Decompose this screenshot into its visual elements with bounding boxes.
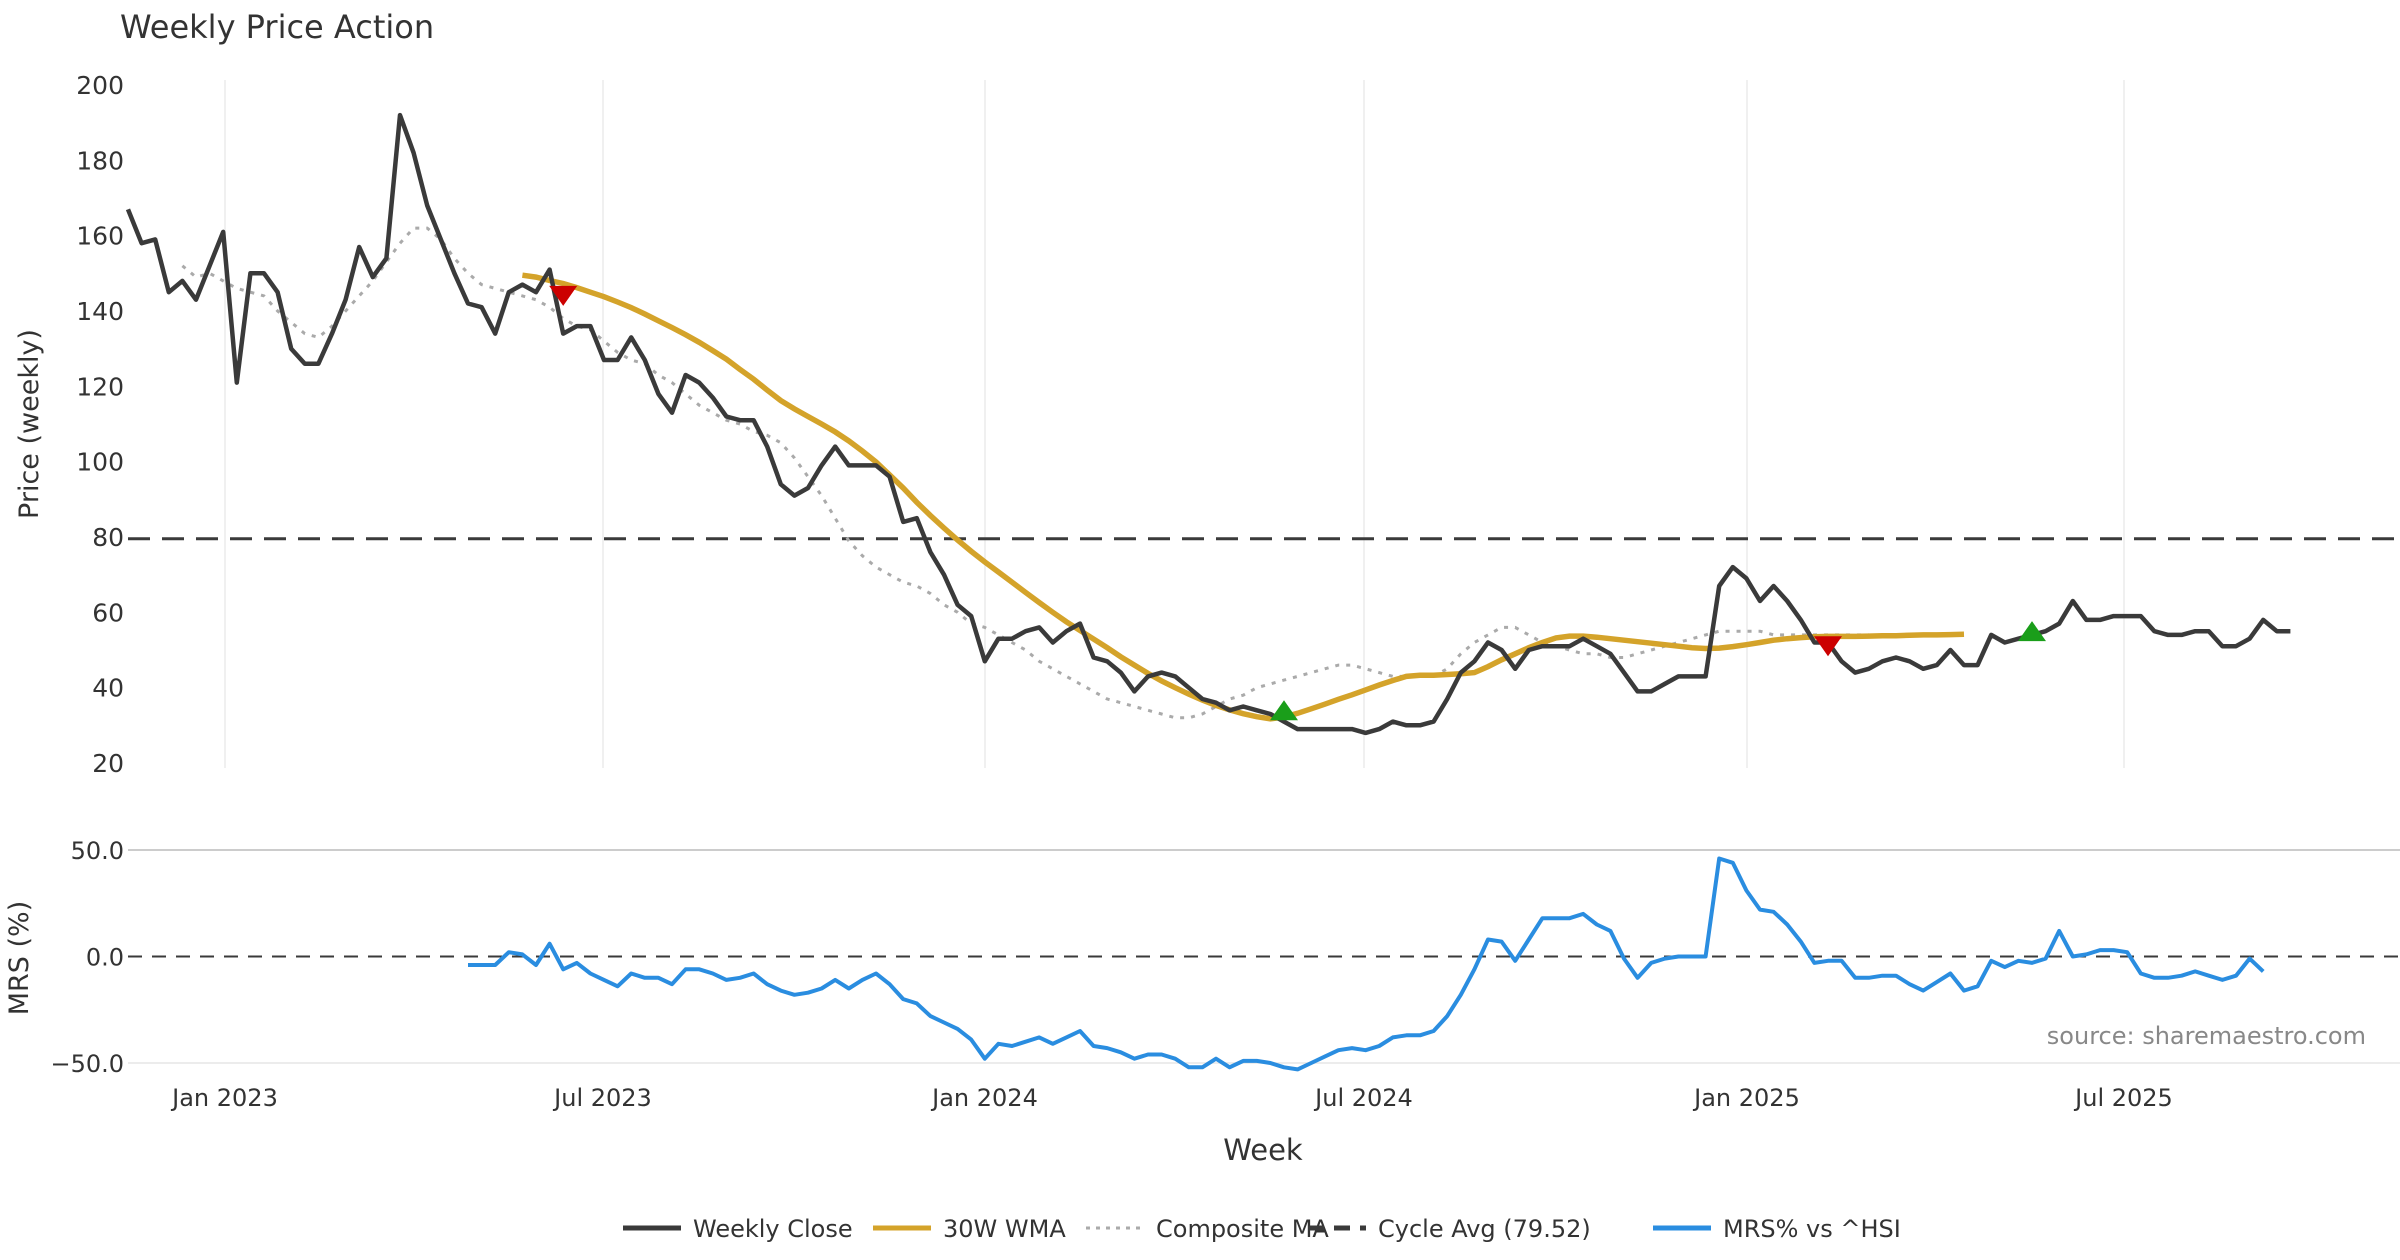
composite-ma-line (181, 226, 1869, 720)
price-y-tick-label: 60 (92, 598, 124, 627)
mrs-y-label: MRS (%) (4, 901, 35, 1016)
price-y-tick-label: 180 (76, 146, 124, 175)
price-y-tick-label: 160 (76, 222, 124, 251)
price-y-tick-label: 200 (76, 71, 124, 100)
price-y-label: Price (weekly) (14, 329, 45, 519)
x-axis-label: Week (1223, 1133, 1303, 1167)
signal-markers (549, 285, 2046, 721)
price-y-ticks: 200 180 160 140 120 100 80 60 40 20 (76, 71, 124, 778)
chart-title: Weekly Price Action (120, 8, 434, 46)
x-tick-label: Jan 2025 (1692, 1084, 1800, 1112)
price-y-tick-label: 40 (92, 674, 124, 703)
x-tick-labels: Jan 2023 Jul 2023 Jan 2024 Jul 2024 Jan 2025… (170, 1084, 2173, 1112)
mrs-line (468, 856, 2265, 1072)
mrs-y-tick-label: 50.0 (71, 837, 124, 865)
legend-label: Composite MA (1156, 1215, 1329, 1243)
x-tick-label: Jul 2024 (1313, 1084, 1413, 1112)
wma-30w-line (522, 272, 1965, 722)
x-tick-label: Jan 2024 (930, 1084, 1038, 1112)
mrs-y-ticks: 50.0 0.0 −50.0 (50, 837, 124, 1078)
legend-label: Cycle Avg (79.52) (1378, 1215, 1591, 1243)
price-y-tick-label: 80 (92, 523, 124, 552)
legend: Weekly Close 30W WMA Composite MA Cycle Avg… (623, 1215, 1901, 1243)
mrs-y-tick-label: 0.0 (86, 944, 124, 972)
vertical-gridlines (224, 80, 2125, 768)
x-tick-label: Jul 2023 (552, 1084, 652, 1112)
x-tick-label: Jan 2023 (170, 1084, 278, 1112)
legend-label: 30W WMA (943, 1215, 1066, 1243)
price-y-tick-label: 100 (76, 448, 124, 477)
weekly-close-line (125, 112, 2291, 736)
x-tick-label: Jul 2025 (2073, 1084, 2173, 1112)
price-y-tick-label: 20 (92, 749, 124, 778)
sell-signal-marker (1814, 636, 1842, 657)
buy-signal-marker (2018, 621, 2046, 642)
mrs-y-tick-label: −50.0 (50, 1050, 124, 1078)
buy-signal-marker (1270, 700, 1298, 721)
price-y-tick-label: 140 (76, 297, 124, 326)
legend-label: MRS% vs ^HSI (1723, 1215, 1901, 1243)
legend-label: Weekly Close (693, 1215, 853, 1243)
sell-signal-marker (549, 285, 578, 306)
source-note: source: sharemaestro.com (2047, 1022, 2366, 1050)
price-y-tick-label: 120 (76, 372, 124, 401)
